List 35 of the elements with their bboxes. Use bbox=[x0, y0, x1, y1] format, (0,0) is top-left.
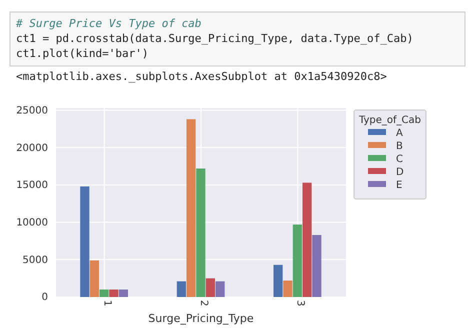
bar bbox=[109, 290, 118, 297]
legend-label: B bbox=[396, 141, 403, 152]
y-tick-label: 10000 bbox=[16, 217, 48, 228]
bar bbox=[312, 234, 322, 297]
legend-label: E bbox=[396, 180, 402, 191]
bar bbox=[80, 186, 90, 297]
bar bbox=[118, 290, 128, 297]
bar bbox=[176, 281, 186, 297]
bar bbox=[302, 182, 312, 297]
bar bbox=[186, 119, 196, 297]
bar bbox=[216, 281, 225, 297]
legend-label: A bbox=[396, 128, 403, 139]
text: ct1 = pd.crosstab(data.Surge_Pricing_Type, data.Type_of_Cab) bbox=[16, 32, 414, 45]
text: # Surge Price Vs Type of cab bbox=[15, 17, 202, 30]
bar bbox=[90, 260, 99, 297]
y-tick-label: 5000 bbox=[22, 254, 48, 266]
bar bbox=[292, 224, 302, 297]
y-tick-label: 15000 bbox=[16, 180, 48, 192]
bar bbox=[196, 168, 206, 297]
bar bbox=[100, 290, 109, 297]
x-tick-label: 2 bbox=[198, 300, 209, 306]
x-axis-title: Surge_Pricing_Type bbox=[148, 312, 254, 325]
bar bbox=[283, 280, 292, 297]
bar bbox=[274, 264, 283, 297]
text: <matplotlib.axes._subplots.AxesSubplot at 0x1a5430920c8> bbox=[16, 70, 388, 83]
x-tick-label: 1 bbox=[101, 300, 112, 306]
y-tick-label: 20000 bbox=[16, 142, 48, 154]
legend-title: Type_of_Cab bbox=[358, 115, 422, 126]
text: ct1.plot(kind='bar') bbox=[16, 47, 148, 60]
legend-label: D bbox=[396, 167, 404, 178]
legend-label: C bbox=[396, 154, 403, 165]
y-tick-label: 0 bbox=[42, 292, 48, 304]
y-tick-label: 25000 bbox=[16, 105, 48, 116]
x-tick-label: 3 bbox=[294, 300, 306, 306]
bar bbox=[206, 278, 215, 297]
